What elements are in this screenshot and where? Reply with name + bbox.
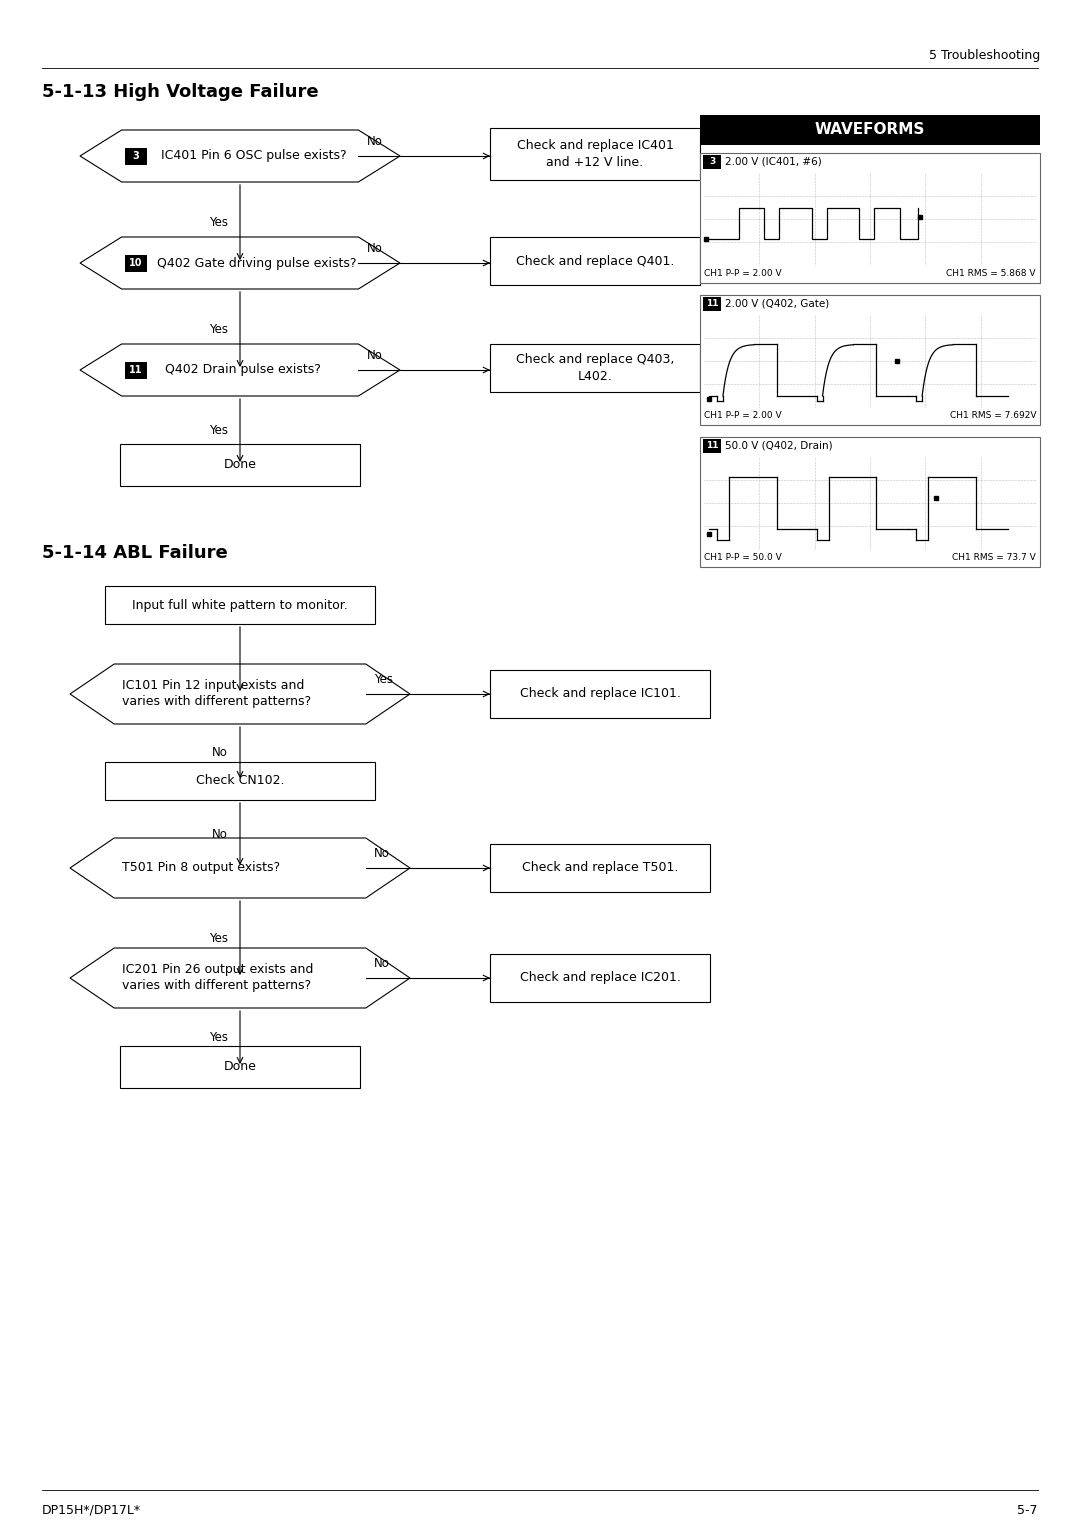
Text: 5 Troubleshooting: 5 Troubleshooting — [929, 49, 1040, 61]
Text: 3: 3 — [132, 151, 139, 160]
Text: 5-7: 5-7 — [1017, 1504, 1038, 1516]
FancyBboxPatch shape — [120, 1047, 360, 1088]
FancyBboxPatch shape — [105, 762, 375, 801]
Text: CH1 P-P = 2.00 V: CH1 P-P = 2.00 V — [704, 411, 782, 420]
FancyBboxPatch shape — [124, 362, 147, 379]
FancyBboxPatch shape — [490, 843, 710, 892]
Text: Check and replace IC201.: Check and replace IC201. — [519, 972, 680, 984]
FancyBboxPatch shape — [490, 128, 700, 180]
Text: Check CN102.: Check CN102. — [195, 775, 284, 787]
Text: DP15H*/DP17L*: DP15H*/DP17L* — [42, 1504, 141, 1516]
Text: Q402 Gate driving pulse exists?: Q402 Gate driving pulse exists? — [152, 257, 356, 269]
Polygon shape — [70, 947, 410, 1008]
Text: Yes: Yes — [210, 1031, 228, 1044]
Text: Yes: Yes — [210, 322, 228, 336]
Polygon shape — [80, 344, 400, 396]
Text: CH1 RMS = 7.692V: CH1 RMS = 7.692V — [949, 411, 1036, 420]
Text: WAVEFORMS: WAVEFORMS — [814, 122, 926, 138]
FancyBboxPatch shape — [700, 437, 1040, 567]
FancyBboxPatch shape — [490, 953, 710, 1002]
FancyBboxPatch shape — [490, 237, 700, 286]
Text: 5-1-13 High Voltage Failure: 5-1-13 High Voltage Failure — [42, 83, 319, 101]
Text: CH1 RMS = 73.7 V: CH1 RMS = 73.7 V — [953, 553, 1036, 562]
Text: CH1 P-P = 50.0 V: CH1 P-P = 50.0 V — [704, 553, 782, 562]
FancyBboxPatch shape — [490, 669, 710, 718]
Text: Check and replace Q401.: Check and replace Q401. — [516, 255, 674, 267]
FancyBboxPatch shape — [700, 295, 1040, 425]
Text: 50.0 V (Q402, Drain): 50.0 V (Q402, Drain) — [725, 442, 833, 451]
Text: 5-1-14 ABL Failure: 5-1-14 ABL Failure — [42, 544, 228, 562]
Text: 11: 11 — [705, 442, 718, 451]
FancyBboxPatch shape — [124, 148, 147, 165]
Text: No: No — [366, 134, 382, 148]
Text: Yes: Yes — [210, 215, 228, 229]
FancyBboxPatch shape — [703, 154, 721, 170]
Text: 2.00 V (IC401, #6): 2.00 V (IC401, #6) — [725, 157, 822, 167]
FancyBboxPatch shape — [124, 255, 147, 272]
Polygon shape — [80, 130, 400, 182]
Text: Yes: Yes — [210, 932, 228, 944]
Text: Done: Done — [224, 1060, 256, 1074]
Text: No: No — [374, 957, 390, 970]
FancyBboxPatch shape — [105, 587, 375, 623]
Text: No: No — [374, 847, 390, 860]
Text: T501 Pin 8 output exists?: T501 Pin 8 output exists? — [122, 862, 281, 874]
Text: Yes: Yes — [210, 423, 228, 437]
Text: 2.00 V (Q402, Gate): 2.00 V (Q402, Gate) — [725, 299, 829, 309]
Text: Input full white pattern to monitor.: Input full white pattern to monitor. — [132, 599, 348, 611]
Text: Q402 Drain pulse exists?: Q402 Drain pulse exists? — [152, 364, 321, 376]
Text: No: No — [366, 241, 382, 255]
Text: No: No — [212, 746, 228, 759]
Text: Check and replace T501.: Check and replace T501. — [522, 862, 678, 874]
Polygon shape — [70, 665, 410, 724]
Text: CH1 RMS = 5.868 V: CH1 RMS = 5.868 V — [946, 269, 1036, 278]
Text: No: No — [212, 828, 228, 840]
Text: 11: 11 — [705, 299, 718, 309]
FancyBboxPatch shape — [490, 344, 700, 393]
Text: IC201 Pin 26 output exists and
varies with different patterns?: IC201 Pin 26 output exists and varies wi… — [122, 964, 313, 993]
Text: 11: 11 — [129, 365, 143, 374]
Text: Check and replace IC401
and +12 V line.: Check and replace IC401 and +12 V line. — [516, 139, 674, 168]
Text: 10: 10 — [129, 258, 143, 267]
Text: Check and replace Q403,
L402.: Check and replace Q403, L402. — [516, 353, 674, 382]
FancyBboxPatch shape — [120, 445, 360, 486]
FancyBboxPatch shape — [700, 115, 1040, 145]
Text: 3: 3 — [708, 157, 715, 167]
FancyBboxPatch shape — [700, 153, 1040, 283]
Text: Yes: Yes — [374, 672, 393, 686]
Text: Check and replace IC101.: Check and replace IC101. — [519, 688, 680, 700]
Polygon shape — [80, 237, 400, 289]
Text: No: No — [366, 348, 382, 362]
Text: IC401 Pin 6 OSC pulse exists?: IC401 Pin 6 OSC pulse exists? — [152, 150, 347, 162]
Text: Done: Done — [224, 458, 256, 472]
FancyBboxPatch shape — [703, 296, 721, 312]
FancyBboxPatch shape — [703, 439, 721, 452]
Polygon shape — [70, 837, 410, 898]
Text: CH1 P-P = 2.00 V: CH1 P-P = 2.00 V — [704, 269, 782, 278]
Text: IC101 Pin 12 input exists and
varies with different patterns?: IC101 Pin 12 input exists and varies wit… — [122, 680, 311, 709]
